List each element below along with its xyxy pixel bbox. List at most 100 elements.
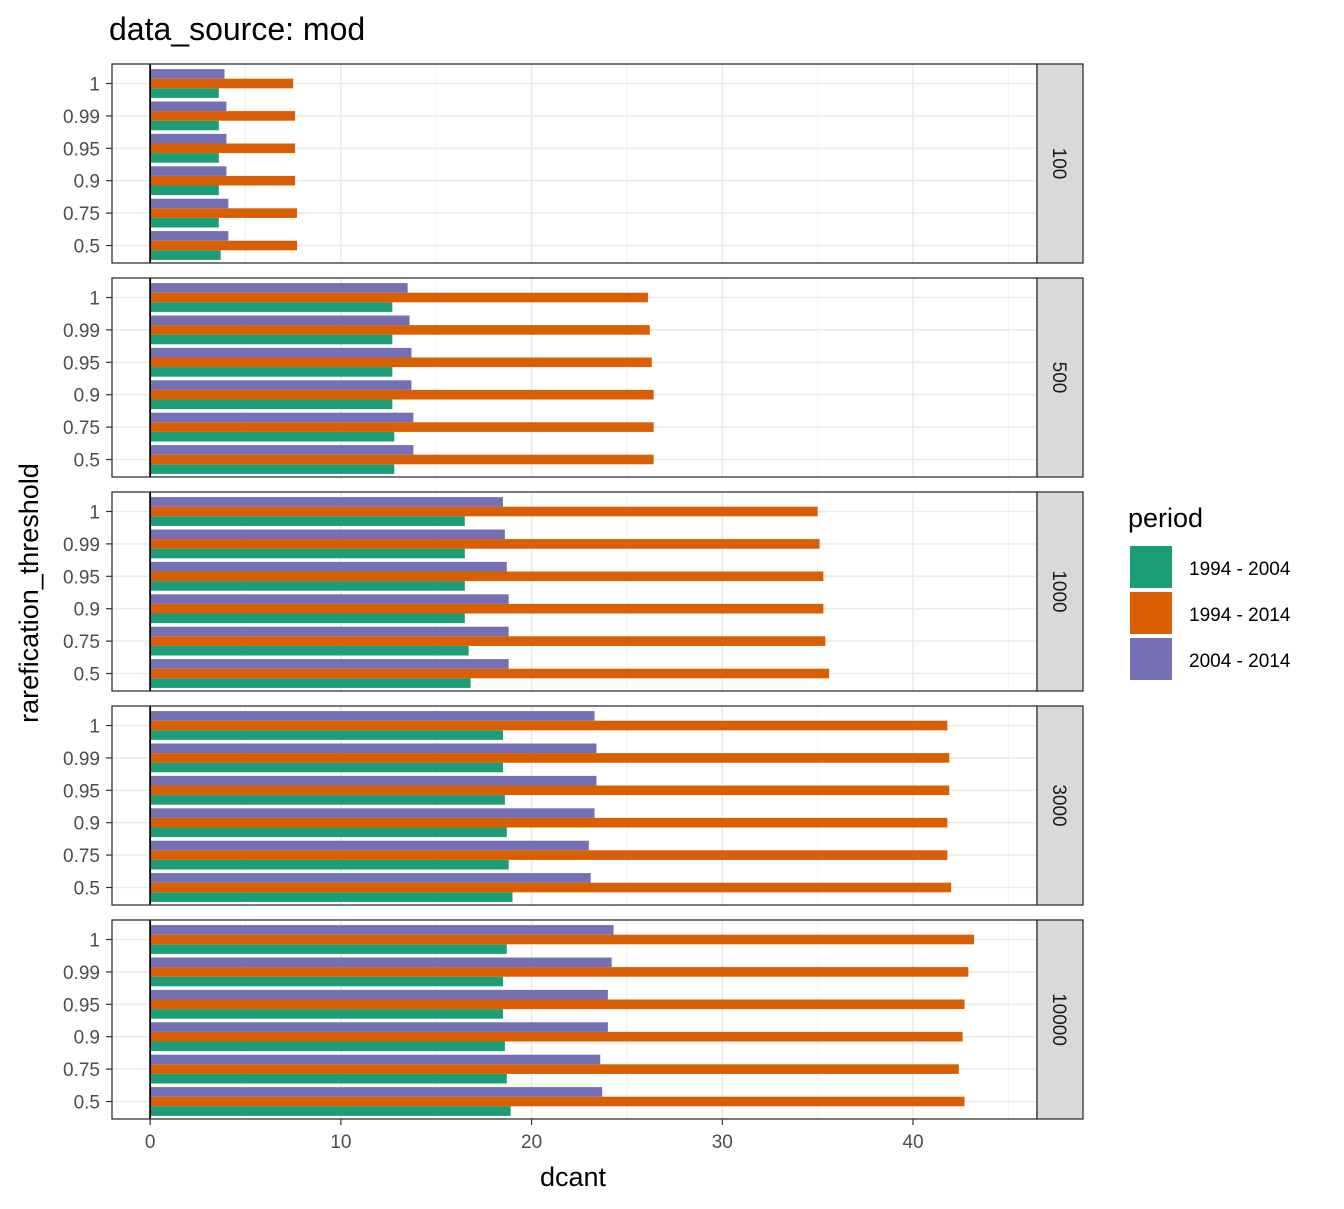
y-tick-label: 0.9 — [74, 814, 100, 835]
bar — [150, 240, 297, 251]
facet-strip-label: 100 — [1048, 148, 1069, 180]
x-axis: 0 10 20 30 40 — [145, 1119, 924, 1153]
y-tick-label: 1 — [89, 289, 100, 310]
y-tick-label: 0.5 — [74, 451, 100, 472]
bar — [150, 659, 509, 669]
bar — [150, 1009, 503, 1019]
bar — [150, 380, 412, 390]
y-tick-label: 0.99 — [63, 321, 100, 342]
bar — [150, 548, 465, 559]
y-tick-label: 0.5 — [74, 237, 100, 258]
y-tick-label: 0.95 — [63, 567, 100, 588]
facet-strip-label: 500 — [1048, 362, 1069, 394]
bar — [150, 753, 950, 763]
bar — [150, 1096, 965, 1107]
bar — [150, 431, 395, 442]
facet-strip — [1036, 705, 1084, 906]
y-axis-label: rarefication_threshold — [14, 463, 44, 723]
y-tick-label: 0.95 — [63, 781, 100, 802]
bar — [150, 976, 503, 987]
y-tick-label: 0.99 — [63, 107, 100, 128]
bar — [150, 325, 650, 335]
bar — [150, 1087, 603, 1097]
bar — [150, 120, 219, 131]
bar — [150, 957, 612, 968]
bar — [150, 720, 948, 731]
y-tick-label: 1 — [89, 503, 100, 524]
y-tick-label: 0.75 — [63, 204, 100, 225]
bar — [150, 678, 471, 688]
bar — [150, 561, 507, 572]
bar — [150, 808, 595, 818]
bar — [150, 111, 296, 121]
bar — [150, 1031, 963, 1042]
facet-strip — [1036, 63, 1084, 264]
bar — [150, 231, 229, 241]
bar — [150, 208, 297, 218]
legend-title: period — [1128, 503, 1203, 533]
x-tick-label: 10 — [330, 1132, 351, 1153]
y-tick-label: 0.99 — [63, 749, 100, 770]
y-tick-label: 0.75 — [63, 632, 100, 653]
bar — [150, 594, 509, 604]
facet-strip-label: 3000 — [1048, 784, 1069, 826]
bar — [150, 347, 412, 358]
bar — [150, 445, 414, 455]
bar — [150, 571, 824, 582]
facet-panel-3000: 1 0.99 0.95 0.9 0.75 0.5 3000 — [63, 705, 1084, 906]
facet-panel-1000: 1 0.99 0.95 0.9 0.75 0.5 1000 — [63, 491, 1084, 692]
bar — [150, 882, 952, 893]
y-tick-label: 0.95 — [63, 139, 100, 160]
bar — [150, 78, 294, 89]
y-tick-label: 0.5 — [74, 665, 100, 686]
facet-strip — [1036, 277, 1084, 478]
bar — [150, 166, 227, 176]
x-tick-label: 0 — [145, 1132, 156, 1153]
bar — [150, 1064, 959, 1074]
bar — [150, 302, 393, 312]
bar — [150, 730, 503, 740]
bar — [150, 581, 465, 591]
y-tick-label: 0.9 — [74, 172, 100, 193]
bar — [150, 101, 227, 112]
x-tick-label: 20 — [521, 1132, 542, 1153]
y-tick-label: 0.75 — [63, 1060, 100, 1081]
bar — [150, 153, 219, 163]
bar — [150, 892, 513, 902]
y-tick-label: 0.9 — [74, 1028, 100, 1049]
bar — [150, 506, 818, 517]
bar — [150, 497, 503, 507]
y-tick-label: 1 — [89, 75, 100, 96]
facet-strip-label: 1000 — [1048, 570, 1069, 612]
facet-strip — [1036, 491, 1084, 692]
bar — [150, 143, 296, 154]
y-tick-label: 0.99 — [63, 535, 100, 556]
legend: period 1994 - 2004 1994 - 2014 2004 - 2014 — [1128, 503, 1291, 680]
bar — [150, 389, 654, 400]
bar — [150, 454, 654, 465]
bar — [150, 795, 505, 805]
bar — [150, 944, 507, 954]
bar — [150, 925, 614, 935]
bar — [150, 775, 597, 786]
bar — [150, 827, 507, 838]
bar — [150, 1022, 608, 1032]
bar — [150, 185, 219, 196]
bar — [150, 357, 652, 368]
facet-panel-10000: 1 0.99 0.95 0.9 0.75 0.5 10000 — [63, 919, 1084, 1120]
bar — [150, 250, 221, 260]
bar — [150, 334, 393, 345]
bar — [150, 785, 950, 796]
legend-label: 2004 - 2014 — [1189, 651, 1291, 672]
chart-title: data_source: mod — [109, 11, 365, 47]
bar — [150, 1054, 601, 1065]
facet-panel-500: 1 0.99 0.95 0.9 0.75 0.5 500 — [63, 277, 1084, 478]
legend-key — [1130, 546, 1172, 588]
bar — [150, 539, 820, 549]
bar — [150, 840, 589, 851]
bar — [150, 999, 965, 1010]
facet-panels: 1 0.99 0.95 0.9 0.75 0.5 100 1 0.99 0.95 0.9 0.75 0.… — [63, 63, 1084, 1120]
bar — [150, 422, 654, 432]
bar — [150, 367, 393, 377]
